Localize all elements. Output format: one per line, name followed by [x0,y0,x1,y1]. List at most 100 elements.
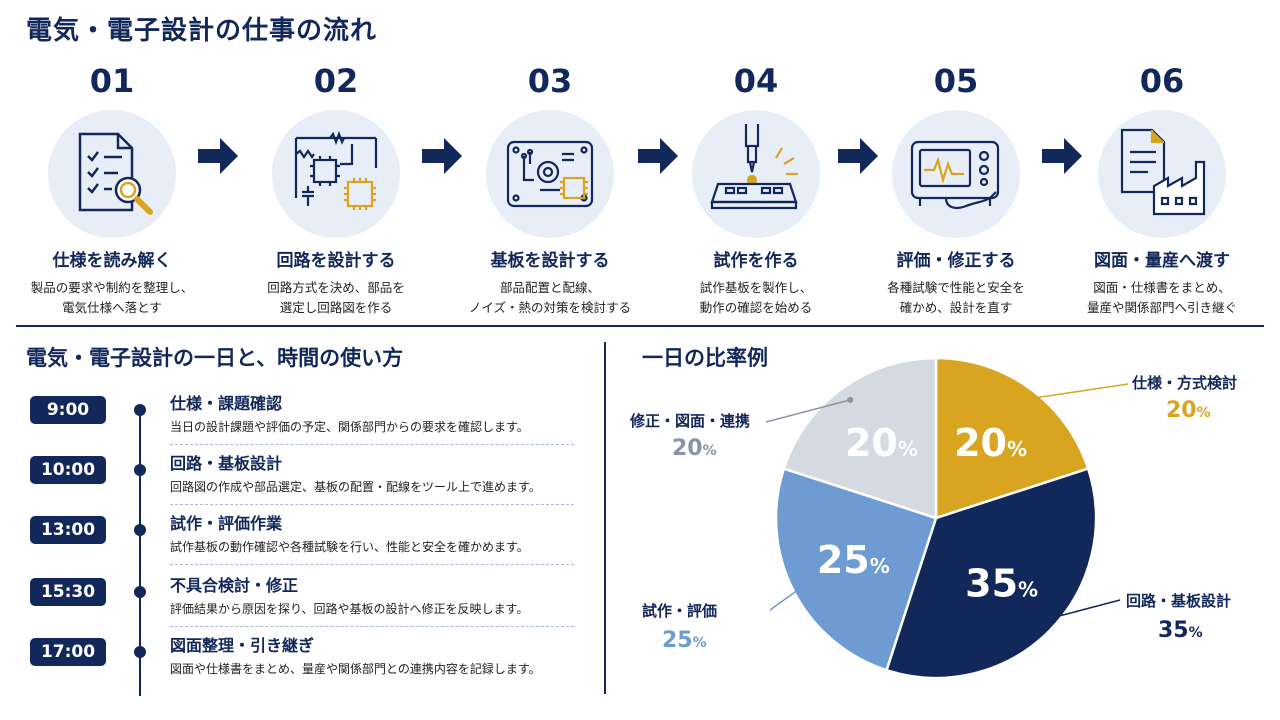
step-title: 回路を設計する [276,251,396,271]
pie-legend-value: 20% [1166,398,1211,423]
time-badge: 17:00 [30,638,106,666]
pie-slice-value: 35% [965,562,1038,606]
step-3: 03 基板を設計する 部品配置と配線、 ノイズ・熱の対策を検討する [450,62,650,318]
time-badge: 9:00 [30,396,106,424]
step-title: 評価・修正する [896,251,1016,271]
timeline-dot [134,646,146,658]
pie-legend-label: 修正・図面・連携 [630,412,751,430]
ratio-section-title: 一日の比率例 [642,346,768,370]
timeline-dot [134,464,146,476]
page-title: 電気・電子設計の仕事の流れ [26,16,378,46]
pie-legend-label: 試作・評価 [642,602,718,620]
step-title: 基板を設計する [490,251,610,271]
step-icon-circle [692,110,820,238]
soldering-icon [710,124,798,210]
pie-slice-value: 20% [954,421,1027,465]
step-description: 各種試験で性能と安全を 確かめ、設計を直す [887,280,1025,315]
pie-legend-label: 仕様・方式検討 [1132,374,1238,392]
circuit-schematic-icon [294,130,378,210]
step-number: 06 [1139,62,1185,100]
leader-dot [1036,618,1043,625]
step-1: 01 仕様を読み解く 製品の要求や制約を整理し、 電気仕様へ落とす [12,62,212,318]
leader-dot [802,581,809,588]
timeline-item: 10:00 回路・基板設計 回路図の作成や部品選定、基板の配置・配線をツール上で… [0,454,600,518]
pie-slice-value: 20% [845,421,918,465]
step-description: 図面・仕様書をまとめ、 量産や関係部門へ引き継ぐ [1086,280,1237,315]
arrow-right-icon [1042,138,1082,174]
pie-slice [774,466,938,672]
time-badge: 15:30 [30,578,106,606]
day-section-title: 電気・電子設計の一日と、時間の使い方 [26,346,404,370]
step-title: 図面・量産へ渡す [1094,251,1230,271]
timeline-dot [134,524,146,536]
step-icon-circle [48,110,176,238]
step-icon-circle [486,110,614,238]
step-number: 03 [527,62,573,100]
timeline-item-desc: 評価結果から原因を探り、回路や基板の設計へ修正を反映します。 [170,602,529,616]
step-number: 05 [933,62,979,100]
timeline-item: 15:30 不具合検討・修正 評価結果から原因を探り、回路や基板の設計へ修正を反… [0,576,600,640]
arrow-right-icon [638,138,678,174]
leader-dot [847,396,854,403]
step-number: 01 [89,62,135,100]
step-icon-circle [1098,110,1226,238]
pie-legend-value: 35% [1158,618,1203,643]
time-badge: 13:00 [30,516,106,544]
pie-legend-value: 20% [672,436,717,461]
dashed-separator [170,504,574,505]
timeline-item-title: 不具合検討・修正 [170,576,299,595]
step-number: 02 [313,62,359,100]
step-description: 回路方式を決め、部品を 選定し回路図を作る [267,280,405,315]
timeline-item-title: 回路・基板設計 [170,454,283,473]
pie-slice [782,356,938,520]
step-description: 試作基板を製作し、 動作の確認を始める [699,280,813,315]
time-badge: 10:00 [30,456,106,484]
timeline-item-desc: 試作基板の動作確認や各種試験を行い、性能と安全を確かめます。 [170,540,529,554]
section-divider [16,325,1264,327]
timeline-item-title: 図面整理・引き継ぎ [170,636,315,655]
pie-slice [884,466,1098,680]
step-icon-circle [272,110,400,238]
timeline-item: 13:00 試作・評価作業 試作基板の動作確認や各種試験を行い、性能と安全を確か… [0,514,600,578]
document-search-icon [78,132,153,215]
dashed-separator [170,626,574,627]
circuit-board-icon [506,140,594,208]
arrow-right-icon [198,138,238,174]
pie-slice-value: 25% [817,538,890,582]
leader-line [1039,599,1121,622]
dashed-separator [170,564,574,565]
timeline-line [139,406,141,696]
factory-document-icon [1120,128,1206,216]
step-6: 06 図面・量産へ渡す 図面・仕様書をまとめ、 量産や関係部門へ引き継ぐ [1062,62,1262,318]
pie-slice [934,356,1090,520]
step-description: 部品配置と配線、 ノイズ・熱の対策を検討する [468,280,632,315]
arrow-right-icon [422,138,462,174]
pie-legend-value: 25% [662,628,707,653]
timeline-item: 9:00 仕様・課題確認 当日の設計課題や評価の予定、関係部門からの要求を確認し… [0,394,600,458]
timeline-item-desc: 図面や仕様書をまとめ、量産や関係部門との連携内容を記録します。 [170,662,541,676]
timeline-item-desc: 当日の設計課題や評価の予定、関係部門からの要求を確認します。 [170,420,529,434]
leader-line [765,399,851,423]
timeline-item-desc: 回路図の作成や部品選定、基板の配置・配線をツール上で進めます。 [170,480,541,494]
step-description: 製品の要求や制約を整理し、 電気仕様へ落とす [30,280,194,315]
oscilloscope-icon [910,140,1000,209]
step-title: 試作を作る [713,251,799,271]
step-number: 04 [733,62,779,100]
step-5: 05 評価・修正する 各種試験で性能と安全を 確かめ、設計を直す [856,62,1056,318]
column-divider [604,342,606,694]
timeline-dot [134,586,146,598]
step-icon-circle [892,110,1020,238]
timeline-item: 17:00 図面整理・引き継ぎ 図面や仕様書をまとめ、量産や関係部門との連携内容… [0,636,600,700]
arrow-right-icon [838,138,878,174]
leader-line [1021,383,1129,401]
step-title: 仕様を読み解く [52,251,172,271]
timeline-dot [134,404,146,416]
leader-line [769,583,807,611]
step-2: 02 回路を設計する 回路方式を決め、部品を 選定し回路図を作る [236,62,436,318]
step-4: 04 試作を作る 試作基板を製作し、 動作の確認を始める [656,62,856,318]
leader-dot [1018,396,1025,403]
timeline-item-title: 仕様・課題確認 [170,394,283,413]
pie-legend-label: 回路・基板設計 [1126,592,1232,610]
timeline-item-title: 試作・評価作業 [170,514,283,533]
dashed-separator [170,444,574,445]
